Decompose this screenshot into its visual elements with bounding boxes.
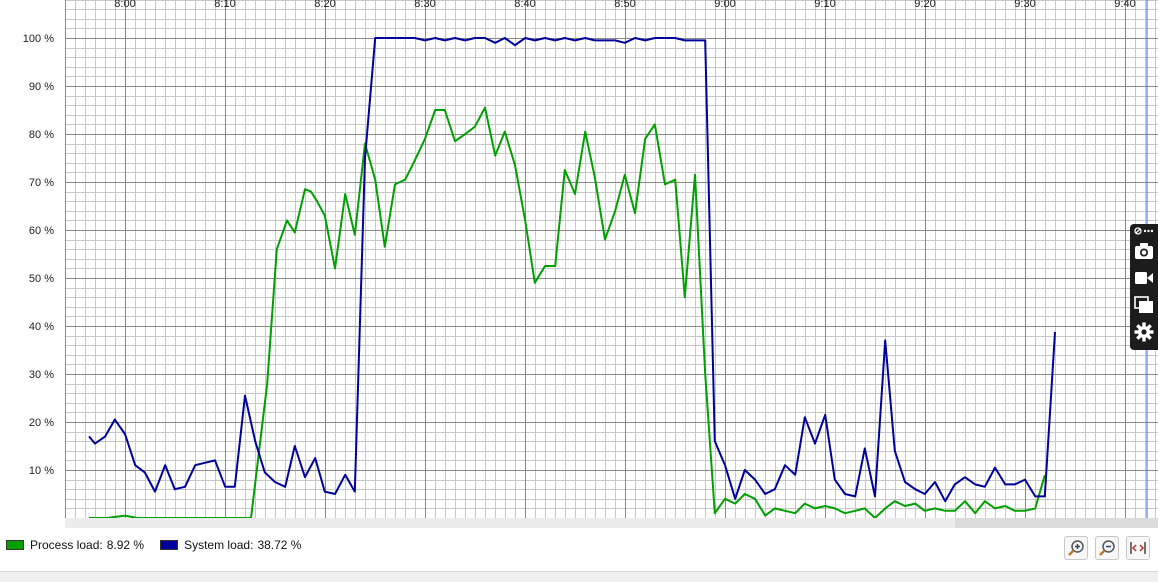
status-strip <box>0 571 1158 582</box>
zoom-controls <box>1064 536 1150 560</box>
y-tick-label: 70 % <box>29 177 54 189</box>
x-axis-ticks: 8:00 8:10 8:20 8:30 8:40 8:50 9:00 9:10 9:20 9:30… <box>114 0 1135 10</box>
zoom-in-icon <box>1068 540 1084 556</box>
x-tick-label: 8:10 <box>214 0 235 10</box>
x-tick-label: 9:20 <box>914 0 935 10</box>
x-tick-label: 8:50 <box>614 0 635 10</box>
settings-button[interactable] <box>1133 321 1155 343</box>
fit-width-button[interactable] <box>1126 536 1150 560</box>
zoom-in-button[interactable] <box>1064 536 1088 560</box>
y-tick-label: 30 % <box>29 369 54 381</box>
x-tick-label: 8:00 <box>114 0 135 10</box>
load-chart[interactable]: 10 % 20 % 30 % 40 % 50 % 60 % 70 % 80 % 90 % 100 … <box>0 0 1158 520</box>
video-icon <box>1135 272 1153 284</box>
legend-value-system-load: 38.72 % <box>257 538 302 552</box>
legend-value-process-load: 8.92 % <box>106 538 145 552</box>
x-tick-label: 9:30 <box>1014 0 1035 10</box>
camera-icon <box>1135 243 1153 259</box>
grid-major-lines <box>65 0 1158 518</box>
series-line-system-load <box>88 37 1056 503</box>
legend: Process load: 8.92 % System load: 38.72 … <box>6 537 317 553</box>
fit-width-icon <box>1130 542 1146 554</box>
x-tick-label: 9:00 <box>714 0 735 10</box>
legend-item-system-load: System load: 38.72 % <box>160 538 301 552</box>
capture-toolbar <box>1130 224 1158 350</box>
legend-item-process-load: Process load: 8.92 % <box>6 538 144 552</box>
x-tick-label: 8:40 <box>514 0 535 10</box>
zoom-out-icon <box>1099 540 1115 556</box>
window-icon <box>1134 296 1153 313</box>
x-tick-label: 9:40 <box>1114 0 1135 10</box>
y-tick-label: 80 % <box>29 129 54 141</box>
legend-label-system-load: System load: <box>184 538 254 552</box>
legend-swatch-system-load <box>160 540 179 550</box>
legend-swatch-process-load <box>6 540 24 550</box>
chart-area[interactable]: 10 % 20 % 30 % 40 % 50 % 60 % 70 % 80 % 90 % 100 … <box>0 0 1158 520</box>
y-tick-label: 10 % <box>29 465 54 477</box>
legend-label-process-load: Process load: <box>30 538 103 552</box>
y-tick-label: 50 % <box>29 273 54 285</box>
record-button[interactable] <box>1133 267 1155 289</box>
series-line-process-load <box>89 106 1046 519</box>
zoom-out-button[interactable] <box>1095 536 1119 560</box>
series-lines <box>88 37 1056 519</box>
y-tick-label: 100 % <box>23 33 54 45</box>
window-capture-button[interactable] <box>1133 294 1155 316</box>
screenshot-button[interactable] <box>1133 240 1155 262</box>
x-tick-label: 8:30 <box>414 0 435 10</box>
gear-icon <box>1134 322 1154 342</box>
x-tick-label: 8:20 <box>314 0 335 10</box>
y-tick-label: 40 % <box>29 321 54 333</box>
y-axis-ticks: 10 % 20 % 30 % 40 % 50 % 60 % 70 % 80 % 90 % 100 … <box>23 33 54 477</box>
grid-minor-lines <box>65 0 1158 518</box>
toolbar-header <box>1133 225 1155 237</box>
link-icon[interactable] <box>1134 227 1142 235</box>
more-icon[interactable] <box>1143 229 1154 233</box>
y-tick-label: 60 % <box>29 225 54 237</box>
y-tick-label: 90 % <box>29 81 54 93</box>
horizontal-scrollbar[interactable] <box>65 518 1158 528</box>
y-tick-label: 20 % <box>29 417 54 429</box>
scroll-thumb[interactable] <box>955 518 1158 528</box>
x-tick-label: 9:10 <box>814 0 835 10</box>
